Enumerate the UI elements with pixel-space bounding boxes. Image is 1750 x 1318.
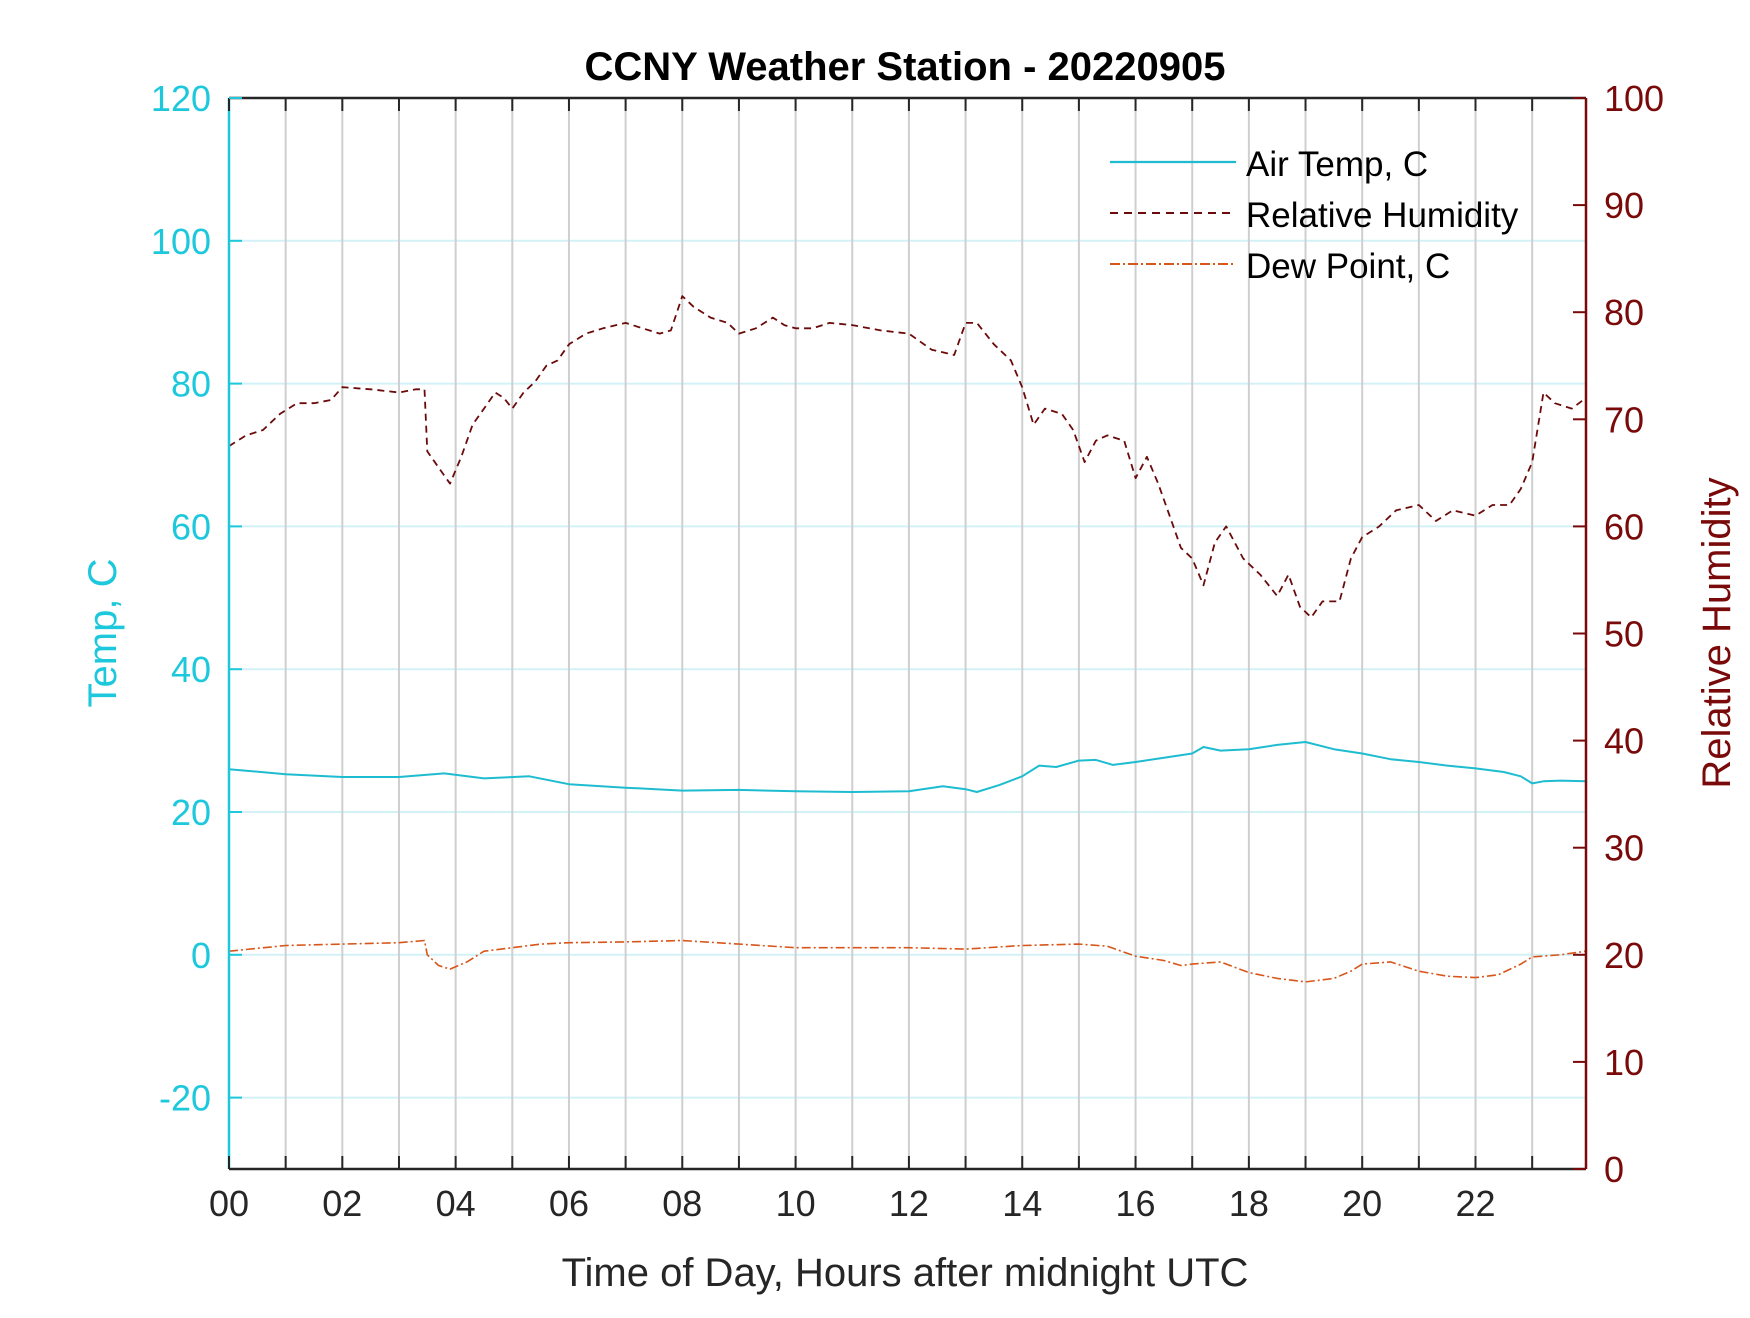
- x-tick-label: 18: [1229, 1183, 1269, 1224]
- y-tick-label-right: 0: [1604, 1149, 1624, 1190]
- y-tick-label-left: 20: [171, 792, 211, 833]
- x-tick-label: 08: [662, 1183, 702, 1224]
- y-tick-label-left: 80: [171, 364, 211, 405]
- y-tick-label-left: 0: [191, 935, 211, 976]
- y-tick-label-left: 120: [151, 78, 211, 119]
- x-tick-label: 04: [436, 1183, 476, 1224]
- x-tick-label: 20: [1342, 1183, 1382, 1224]
- x-tick-label: 02: [322, 1183, 362, 1224]
- y-tick-label-right: 90: [1604, 185, 1644, 226]
- y-tick-label-right: 100: [1604, 78, 1664, 119]
- y-tick-label-left: 40: [171, 649, 211, 690]
- y-tick-label-left: 100: [151, 221, 211, 262]
- x-tick-label: 22: [1455, 1183, 1495, 1224]
- grid-lines: [229, 98, 1586, 1169]
- legend-label-relative-humidity: Relative Humidity: [1246, 196, 1519, 235]
- x-tick-label: 16: [1116, 1183, 1156, 1224]
- x-axis-label: Time of Day, Hours after midnight UTC: [562, 1251, 1249, 1295]
- legend-label-dew-point: Dew Point, C: [1246, 247, 1450, 286]
- y-tick-label-right: 50: [1604, 614, 1644, 655]
- x-tick-label: 14: [1002, 1183, 1042, 1224]
- series-line-dew-point-c: [228, 939, 1587, 983]
- y-axis-label-right: Relative Humidity: [1695, 477, 1739, 788]
- chart-title: CCNY Weather Station - 20220905: [585, 45, 1226, 89]
- legend-label-air-temp: Air Temp, C: [1246, 145, 1428, 184]
- legend: Air Temp, C Relative Humidity Dew Point,…: [1110, 145, 1519, 286]
- y-tick-label-right: 30: [1604, 828, 1644, 869]
- series-line-air-temp-c: [228, 741, 1587, 793]
- series-line-relative-humidity: [228, 295, 1587, 619]
- x-tick-label: 12: [889, 1183, 929, 1224]
- y-tick-label-right: 60: [1604, 506, 1644, 547]
- axes: 00 02 04 06 08 10 12 14 16 18 20 22-200204060801001…: [151, 78, 1664, 1224]
- y-tick-label-right: 70: [1604, 399, 1644, 440]
- y-tick-label-left: -20: [159, 1078, 211, 1119]
- y-axis-label-left: Temp, C: [81, 559, 125, 708]
- data-series: [228, 295, 1587, 983]
- x-tick-label: 00: [209, 1183, 249, 1224]
- x-tick-label: 06: [549, 1183, 589, 1224]
- y-tick-label-left: 60: [171, 506, 211, 547]
- y-tick-label-right: 10: [1604, 1042, 1644, 1083]
- y-tick-label-right: 40: [1604, 721, 1644, 762]
- y-tick-label-right: 80: [1604, 292, 1644, 333]
- x-tick-label: 10: [776, 1183, 816, 1224]
- y-tick-label-right: 20: [1604, 935, 1644, 976]
